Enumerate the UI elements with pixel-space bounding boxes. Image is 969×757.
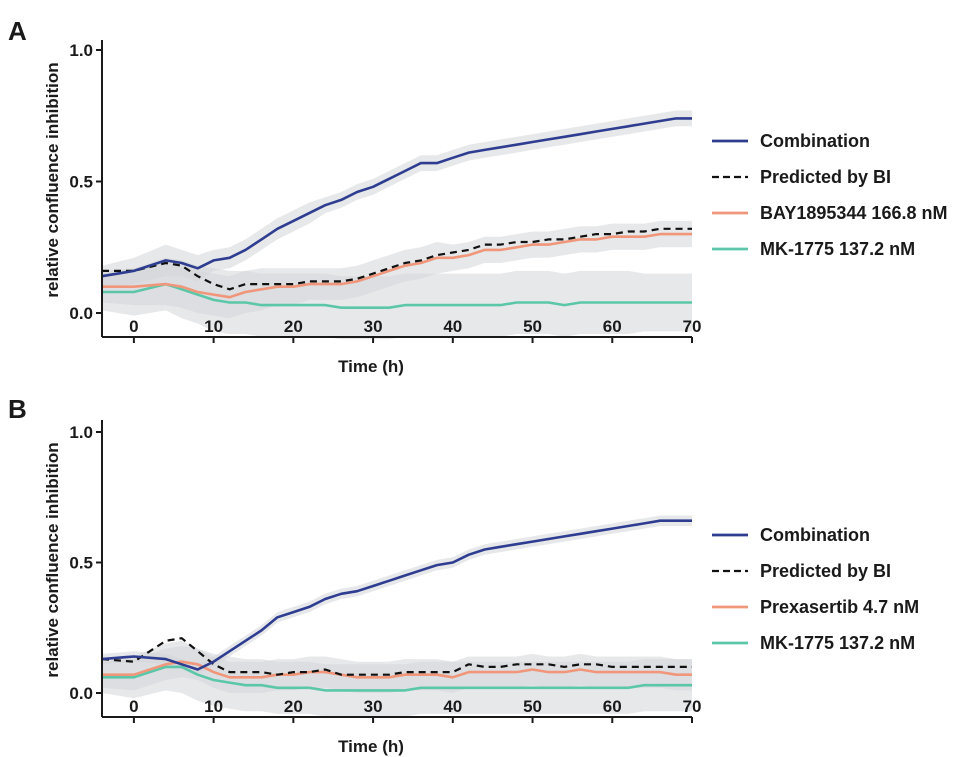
y-tick-label: 0.0	[69, 684, 93, 703]
error-band-combination	[102, 110, 692, 287]
series-line-predicted	[102, 227, 692, 291]
x-tick-label: 50	[523, 697, 542, 716]
legend-label-drug_b: MK-1775 137.2 nM	[760, 633, 915, 653]
series-lines	[101, 117, 692, 310]
series-line-drug_b	[102, 665, 692, 692]
y-axis-title: relative confluence inhibition	[43, 62, 62, 297]
panel-b: B relative confluence inhibition Time (h…	[8, 394, 919, 756]
x-tick-label: 60	[603, 697, 622, 716]
series-line-drug_b	[102, 282, 692, 310]
error-band-combination	[102, 515, 692, 675]
legend: Combination Predicted by BI Prexasertib 4.…	[712, 525, 919, 653]
y-tick-label: 1.0	[69, 423, 93, 442]
series-line-predicted	[101, 637, 692, 676]
x-tick-label: 20	[284, 317, 303, 336]
x-tick-label: 40	[443, 697, 462, 716]
x-tick-label: 40	[443, 317, 462, 336]
series-lines	[101, 519, 692, 692]
x-tick-label: 0	[129, 317, 138, 336]
legend-label-combination: Combination	[760, 525, 870, 545]
x-tick-label: 30	[364, 697, 383, 716]
error-bands	[102, 110, 692, 340]
axes: 0.0 0.5 1.0 0 10 20 30 40 50 60 70	[69, 420, 701, 723]
legend-label-drug_a: Prexasertib 4.7 nM	[760, 597, 919, 617]
panel-letter-b: B	[8, 394, 27, 424]
y-tick-label: 1.0	[69, 41, 93, 60]
x-tick-label: 20	[284, 697, 303, 716]
x-tick-label: 10	[204, 317, 223, 336]
legend-label-predicted: Predicted by BI	[760, 167, 891, 187]
x-tick-label: 70	[683, 317, 702, 336]
x-tick-label: 30	[364, 317, 383, 336]
series-line-combination	[101, 117, 692, 278]
error-band-drug_b	[102, 257, 692, 340]
x-tick-label: 50	[523, 317, 542, 336]
series-line-drug_a	[102, 660, 692, 679]
series-line-drug_a	[102, 232, 692, 299]
y-tick-label: 0.5	[69, 173, 93, 192]
y-tick-label: 0.5	[69, 554, 93, 573]
panel-a: A relative confluence inhibition Time (h…	[8, 16, 947, 376]
series-line-combination	[101, 519, 692, 671]
x-axis-title: Time (h)	[338, 357, 404, 376]
legend-label-drug_a: BAY1895344 166.8 nM	[760, 203, 947, 223]
error-bands	[102, 515, 692, 717]
error-band-drug_b	[102, 640, 692, 717]
x-tick-label: 10	[204, 697, 223, 716]
x-tick-label: 0	[129, 697, 138, 716]
y-tick-label: 0.0	[69, 304, 93, 323]
legend-label-combination: Combination	[760, 131, 870, 151]
legend-label-drug_b: MK-1775 137.2 nM	[760, 239, 915, 259]
panel-letter-a: A	[8, 16, 27, 46]
axes: 0.0 0.5 1.0 0 10 20 30 40 50 60 70	[69, 40, 701, 343]
x-axis-title: Time (h)	[338, 737, 404, 756]
y-axis-title: relative confluence inhibition	[43, 442, 62, 677]
x-tick-label: 60	[603, 317, 622, 336]
x-tick-label: 70	[683, 697, 702, 716]
legend: Combination Predicted by BI BAY1895344 166…	[712, 131, 947, 259]
legend-label-predicted: Predicted by BI	[760, 561, 891, 581]
